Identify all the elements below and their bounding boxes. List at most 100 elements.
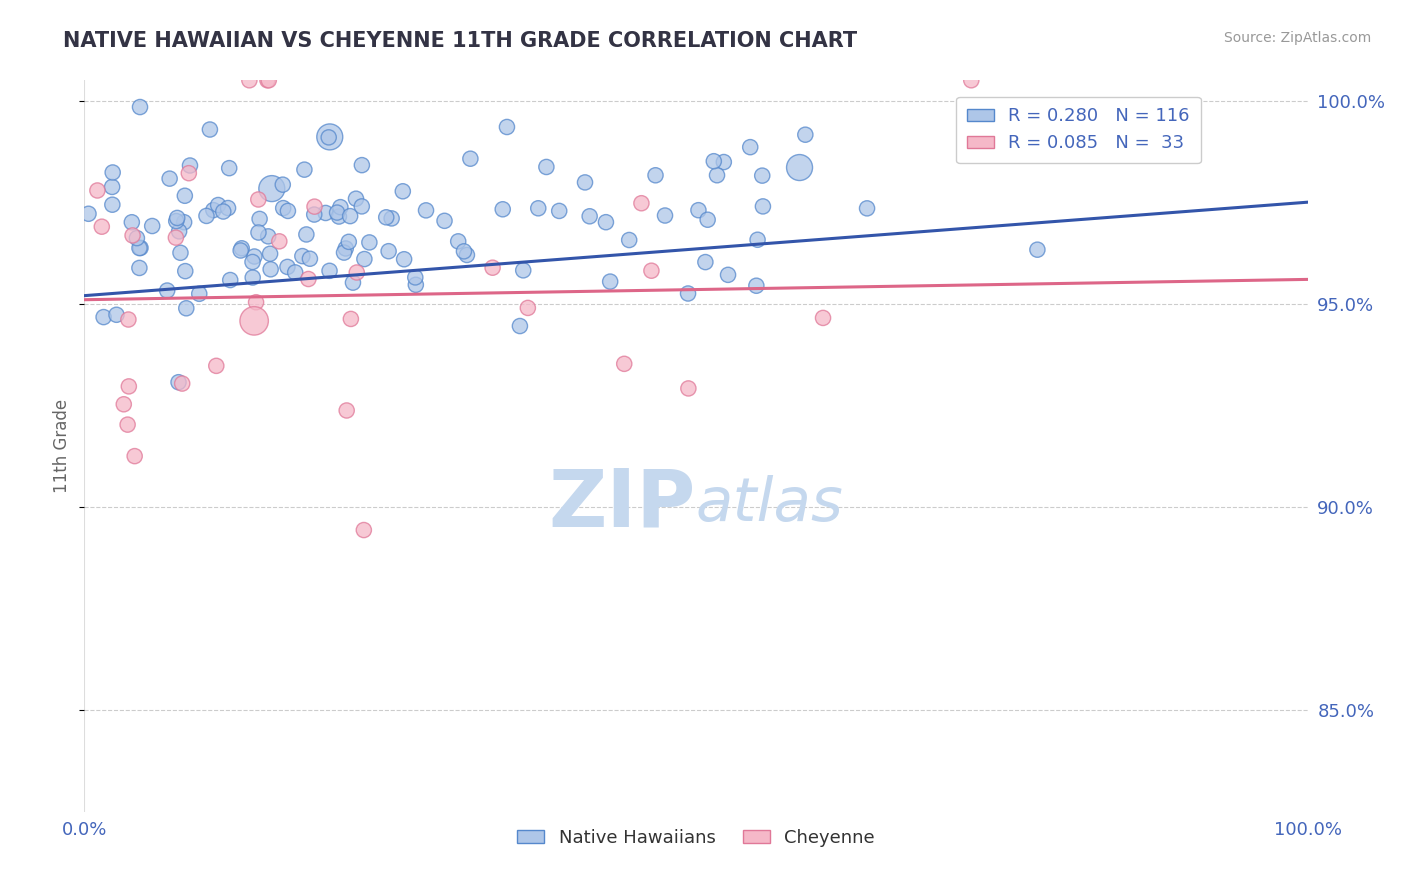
Point: [173, 215, 195, 229]
Text: Source: ZipAtlas.com: Source: ZipAtlas.com: [1223, 31, 1371, 45]
Point: [340, 312, 363, 326]
Point: [238, 73, 260, 87]
Point: [124, 449, 146, 463]
Text: ZIP: ZIP: [548, 466, 696, 543]
Legend: Native Hawaiians, Cheyenne: Native Hawaiians, Cheyenne: [510, 822, 882, 854]
Point: [342, 276, 364, 290]
Point: [359, 235, 381, 250]
Point: [433, 214, 456, 228]
Point: [247, 193, 270, 207]
Point: [156, 284, 179, 298]
Point: [740, 140, 762, 154]
Point: [105, 308, 128, 322]
Point: [173, 188, 195, 202]
Point: [404, 270, 426, 285]
Point: [298, 252, 321, 266]
Point: [599, 275, 621, 289]
Point: [101, 180, 124, 194]
Point: [219, 273, 242, 287]
Point: [447, 235, 470, 249]
Point: [339, 209, 361, 223]
Point: [335, 242, 357, 256]
Point: [960, 73, 983, 87]
Point: [218, 161, 240, 176]
Point: [375, 211, 398, 225]
Point: [205, 359, 228, 373]
Point: [509, 319, 531, 334]
Point: [167, 224, 190, 238]
Point: [101, 197, 124, 211]
Point: [713, 155, 735, 169]
Point: [453, 244, 475, 259]
Point: [165, 230, 187, 244]
Point: [276, 260, 298, 274]
Point: [536, 160, 558, 174]
Point: [745, 278, 768, 293]
Point: [256, 73, 278, 87]
Point: [93, 310, 115, 324]
Point: [496, 120, 519, 134]
Point: [527, 202, 550, 216]
Point: [811, 310, 834, 325]
Point: [128, 241, 150, 255]
Point: [195, 209, 218, 223]
Point: [789, 161, 811, 175]
Point: [177, 166, 200, 180]
Y-axis label: 11th Grade: 11th Grade: [53, 399, 72, 493]
Point: [717, 268, 740, 282]
Point: [291, 249, 314, 263]
Point: [297, 272, 319, 286]
Point: [747, 233, 769, 247]
Point: [174, 264, 197, 278]
Point: [129, 100, 152, 114]
Point: [696, 212, 718, 227]
Point: [346, 265, 368, 279]
Point: [117, 417, 139, 432]
Point: [167, 376, 190, 390]
Point: [179, 159, 201, 173]
Point: [326, 205, 349, 219]
Point: [405, 277, 427, 292]
Point: [329, 200, 352, 214]
Point: [257, 229, 280, 244]
Point: [353, 252, 375, 266]
Point: [344, 192, 367, 206]
Point: [243, 250, 266, 264]
Point: [125, 231, 148, 245]
Point: [128, 260, 150, 275]
Point: [260, 181, 283, 195]
Point: [336, 403, 359, 417]
Point: [703, 154, 725, 169]
Point: [695, 255, 717, 269]
Point: [277, 203, 299, 218]
Point: [159, 171, 181, 186]
Point: [165, 214, 187, 228]
Point: [640, 263, 662, 277]
Point: [630, 196, 652, 211]
Point: [392, 252, 415, 267]
Point: [269, 235, 291, 249]
Point: [284, 265, 307, 279]
Point: [259, 246, 281, 260]
Point: [350, 199, 373, 213]
Point: [391, 184, 413, 198]
Point: [578, 209, 600, 223]
Point: [172, 376, 194, 391]
Point: [751, 169, 773, 183]
Point: [794, 128, 817, 142]
Point: [77, 207, 100, 221]
Point: [271, 201, 294, 215]
Point: [318, 264, 340, 278]
Point: [304, 208, 326, 222]
Text: NATIVE HAWAIIAN VS CHEYENNE 11TH GRADE CORRELATION CHART: NATIVE HAWAIIAN VS CHEYENNE 11TH GRADE C…: [63, 31, 858, 51]
Point: [318, 130, 340, 145]
Point: [333, 245, 356, 260]
Point: [415, 203, 437, 218]
Point: [481, 260, 503, 275]
Point: [574, 175, 596, 189]
Point: [245, 295, 267, 310]
Point: [688, 203, 710, 218]
Point: [212, 204, 235, 219]
Point: [271, 178, 294, 192]
Point: [202, 203, 225, 218]
